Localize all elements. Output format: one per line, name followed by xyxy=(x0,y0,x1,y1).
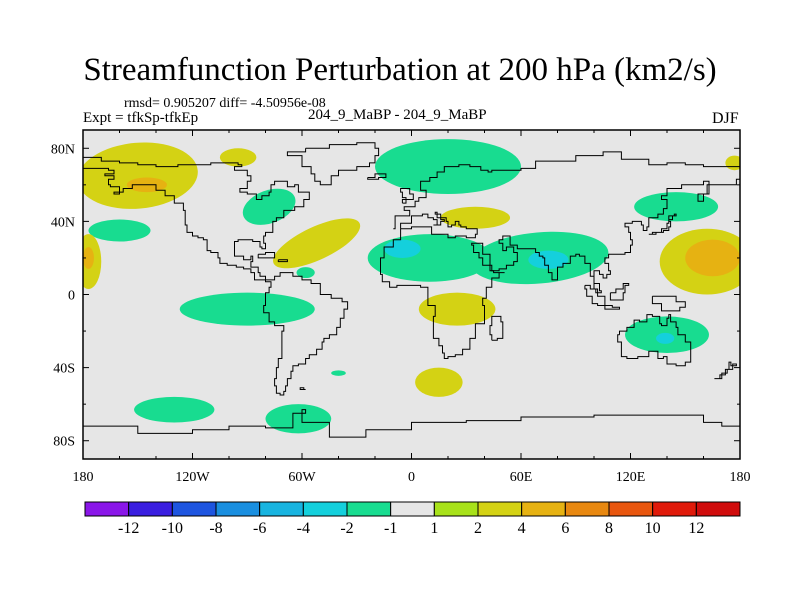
coastline-18 xyxy=(277,259,288,263)
colorbar-swatch xyxy=(652,501,697,517)
chart-title: Streamfunction Perturbation at 200 hPa (… xyxy=(83,52,717,88)
x-tick-label: 180 xyxy=(73,470,94,485)
coastline-6 xyxy=(648,213,677,235)
anomaly-region-26 xyxy=(265,404,332,434)
coastline-19 xyxy=(299,387,306,390)
colorbar-swatch xyxy=(346,501,392,517)
colorbar-label: 6 xyxy=(561,520,569,537)
axis-ticks: 180 120W 60W 0 60E 120E 180 80N 40N 0 40S 80S xyxy=(51,130,751,485)
colorbar-label: 10 xyxy=(645,520,661,537)
colorbar-label: -8 xyxy=(209,520,222,537)
experiment-label: Expt = tfkSp-tfkEp xyxy=(83,110,199,126)
anomaly-region-16 xyxy=(528,250,569,269)
colorbar-label: 1 xyxy=(430,520,438,537)
coastline-7 xyxy=(617,314,692,367)
anomaly-region-7 xyxy=(273,218,361,269)
anomaly-region-25 xyxy=(134,396,215,423)
coastline-11 xyxy=(651,295,686,312)
y-tick-label: 0 xyxy=(68,289,75,304)
colorbar-label: -12 xyxy=(118,520,139,537)
anomaly-region-24 xyxy=(331,370,346,376)
y-tick-label: 80N xyxy=(51,142,75,157)
season-label: DJF xyxy=(712,110,739,127)
colorbar-swatch xyxy=(302,501,348,517)
stats-label: rmsd= 0.905207 diff= -4.50956e-08 xyxy=(124,96,326,111)
colorbar-swatch xyxy=(477,501,523,517)
colorbar-label: -2 xyxy=(340,520,353,537)
anomaly-region-18 xyxy=(685,239,740,277)
anomaly-region-3 xyxy=(88,219,151,242)
colorbar-swatch xyxy=(215,501,261,517)
y-tick-label: 80S xyxy=(53,435,75,450)
colorbar-swatch xyxy=(128,501,173,517)
coastline-1 xyxy=(286,142,380,186)
anomaly-region-23 xyxy=(415,367,463,397)
anomaly-region-5 xyxy=(83,246,94,269)
colorbar-label: 8 xyxy=(605,520,613,537)
anomaly-region-8 xyxy=(296,267,315,279)
x-tick-label: 60W xyxy=(288,470,316,485)
coastline-4 xyxy=(380,228,505,359)
colorbar-swatch xyxy=(433,501,479,517)
coastline-2 xyxy=(393,151,740,230)
colorbar-swatch xyxy=(521,501,566,517)
coastline-14 xyxy=(400,188,414,204)
x-tick-label: 120E xyxy=(616,470,646,485)
anomaly-region-12 xyxy=(634,192,719,222)
coastline-9 xyxy=(604,305,620,310)
coastline-15 xyxy=(367,173,387,180)
coastline-12 xyxy=(714,361,737,380)
colorbar-label: -6 xyxy=(253,520,266,537)
colorbar-swatch xyxy=(171,501,217,517)
x-tick-label: 180 xyxy=(730,470,751,485)
anomaly-region-2 xyxy=(219,148,257,167)
coastline-13 xyxy=(489,315,504,341)
colorbar-swatch xyxy=(259,501,304,517)
colorbar-label: 2 xyxy=(474,520,482,537)
anomaly-region-0 xyxy=(83,142,198,209)
anomaly-region-15 xyxy=(384,239,421,258)
anomaly-layer xyxy=(83,139,740,434)
coastline-16 xyxy=(83,409,740,438)
colorbar-swatch xyxy=(608,501,654,517)
colorbar-swatch xyxy=(695,501,741,517)
y-tick-label: 40N xyxy=(51,215,75,230)
case-label: 204_9_MaBP - 204_9_MaBP xyxy=(308,107,487,123)
colorbar-swatch xyxy=(390,501,435,517)
coastline-8 xyxy=(584,284,606,306)
colorbar: -12 -10 -8 -6 -4 -2 -1 1 2 4 6 8 10 12 xyxy=(84,501,741,537)
coastline-17 xyxy=(257,252,276,259)
colorbar-label: -4 xyxy=(297,520,310,537)
x-tick-label: 120W xyxy=(175,470,210,485)
colorbar-swatch xyxy=(84,501,130,517)
coastline-layer xyxy=(83,142,740,438)
colorbar-label: 12 xyxy=(688,520,704,537)
x-tick-label: 0 xyxy=(408,470,415,485)
colorbar-label: 4 xyxy=(518,520,526,537)
anomaly-region-22 xyxy=(656,332,675,344)
coastline-5 xyxy=(475,175,740,294)
anomaly-region-10 xyxy=(725,155,740,171)
anomaly-region-20 xyxy=(418,292,496,326)
colorbar-swatch xyxy=(564,501,610,517)
colorbar-label: -10 xyxy=(162,520,183,537)
colorbar-label: -1 xyxy=(384,520,397,537)
coastline-3 xyxy=(400,211,478,239)
y-tick-label: 40S xyxy=(53,362,75,377)
anomaly-region-11 xyxy=(440,206,511,229)
coastline-10 xyxy=(609,283,630,301)
coastline-0 xyxy=(83,156,349,396)
x-tick-label: 60E xyxy=(510,470,533,485)
anomaly-region-19 xyxy=(179,292,315,326)
